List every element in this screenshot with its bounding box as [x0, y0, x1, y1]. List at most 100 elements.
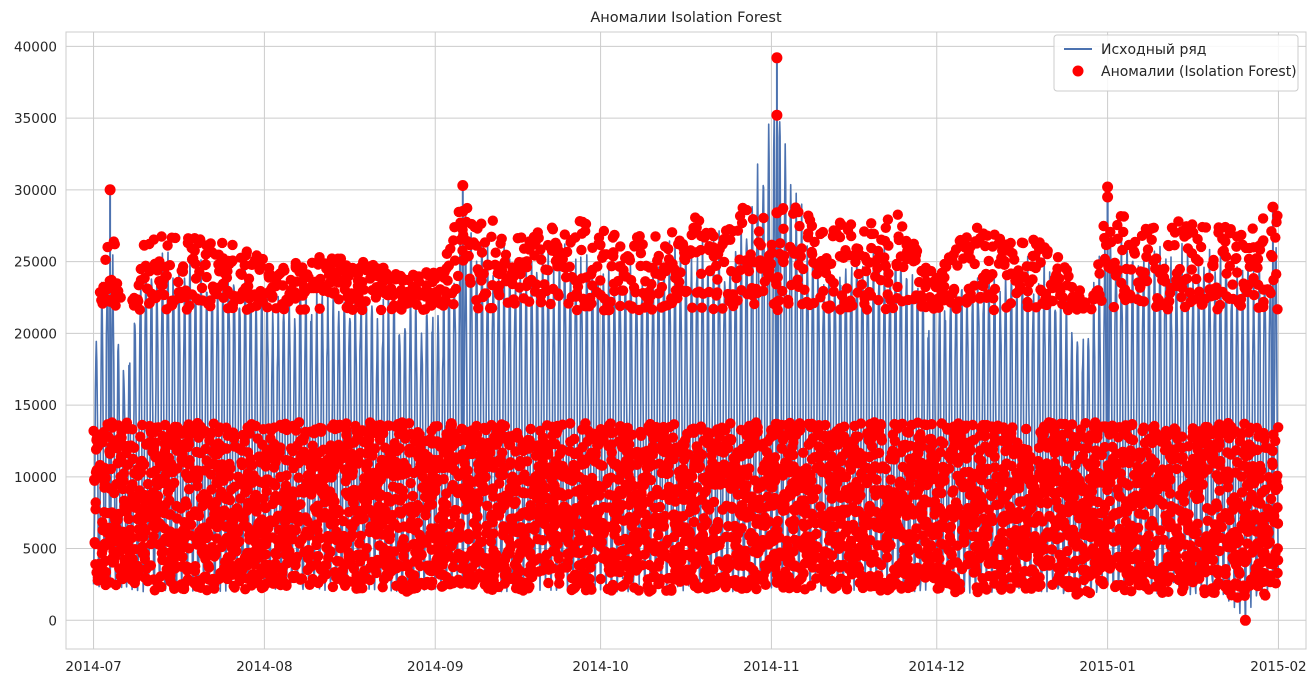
anomaly-point	[328, 492, 338, 502]
anomaly-point	[976, 492, 986, 502]
anomaly-point	[779, 499, 789, 509]
anomaly-point	[504, 460, 514, 470]
anomaly-point	[756, 240, 766, 250]
anomaly-point	[194, 511, 204, 521]
anomaly-point	[608, 583, 618, 593]
anomaly-point	[192, 481, 202, 491]
anomaly-point	[818, 227, 828, 237]
anomaly-point	[745, 562, 755, 572]
anomaly-point	[376, 305, 386, 315]
anomaly-point	[262, 302, 272, 312]
anomaly-point	[883, 240, 893, 250]
anomaly-point	[987, 269, 997, 279]
anomaly-point	[794, 426, 804, 436]
anomaly-point	[499, 561, 509, 571]
anomaly-point	[1026, 503, 1036, 513]
anomaly-point	[871, 475, 881, 485]
anomaly-point	[300, 304, 310, 314]
anomaly-point	[625, 475, 635, 485]
anomaly-point	[888, 303, 898, 313]
anomaly-point	[695, 461, 705, 471]
anomaly-point	[565, 262, 575, 272]
anomaly-point	[775, 238, 785, 248]
anomaly-point	[1014, 483, 1024, 493]
anomaly-point	[493, 287, 503, 297]
anomaly-point	[109, 236, 119, 246]
anomaly-point	[477, 247, 487, 257]
anomaly-point	[116, 433, 126, 443]
anomaly-point	[482, 501, 492, 511]
anomaly-point	[130, 578, 140, 588]
anomaly-point	[897, 221, 907, 231]
anomaly-point	[970, 259, 980, 269]
anomaly-point	[773, 516, 783, 526]
anomaly-point	[341, 418, 351, 428]
anomaly-point	[618, 285, 628, 295]
anomaly-point	[242, 246, 252, 256]
anomaly-point	[839, 422, 849, 432]
anomaly-point	[139, 459, 149, 469]
anomaly-point	[511, 497, 521, 507]
anomaly-point	[788, 504, 798, 514]
anomaly-point	[437, 511, 447, 521]
anomaly-point	[948, 485, 958, 495]
anomaly-point	[595, 275, 605, 285]
anomaly-point	[127, 424, 137, 434]
anomaly-point	[190, 566, 200, 576]
anomaly-point	[430, 486, 440, 496]
anomaly-point	[774, 295, 784, 305]
anomaly-point	[885, 540, 895, 550]
anomaly-point	[879, 252, 889, 262]
anomaly-point	[751, 417, 761, 427]
anomaly-point	[742, 205, 752, 215]
anomaly-point	[857, 279, 867, 289]
anomaly-point	[261, 549, 271, 559]
anomaly-point	[156, 231, 166, 241]
anomaly-point	[565, 418, 575, 428]
anomaly-point	[100, 255, 110, 265]
anomaly-point	[524, 297, 534, 307]
anomaly-point	[129, 443, 139, 453]
anomaly-point	[569, 434, 579, 444]
anomaly-point	[540, 264, 550, 274]
anomaly-point	[1009, 254, 1019, 264]
anomaly-point	[702, 517, 712, 527]
anomaly-point	[361, 296, 371, 306]
anomaly-point	[988, 444, 998, 454]
anomaly-point	[135, 305, 145, 315]
anomaly-point	[553, 288, 563, 298]
anomaly-point	[522, 262, 532, 272]
anomaly-point	[1027, 274, 1037, 284]
chart-title: Аномалии Isolation Forest	[590, 10, 782, 26]
anomaly-point	[784, 572, 794, 582]
anomaly-point	[984, 256, 994, 266]
anomaly-point	[316, 427, 326, 437]
anomaly-point	[982, 531, 992, 541]
anomaly-point	[818, 286, 828, 296]
anomaly-point	[846, 219, 856, 229]
anomaly-point	[206, 238, 216, 248]
anomaly-point	[877, 435, 887, 445]
anomaly-point	[856, 418, 866, 428]
anomaly-point	[281, 581, 291, 591]
anomaly-point	[861, 266, 871, 276]
anomaly-point	[177, 583, 187, 593]
anomaly-point	[201, 259, 211, 269]
anomaly-point	[654, 251, 664, 261]
anomaly-point	[835, 232, 845, 242]
anomaly-point	[866, 218, 876, 228]
anomaly-point	[1007, 422, 1017, 432]
anomaly-point	[1049, 458, 1059, 468]
anomaly-point	[862, 256, 872, 266]
anomaly-point	[564, 474, 574, 484]
anomaly-point	[505, 544, 515, 554]
anomaly-point	[708, 231, 718, 241]
anomaly-point	[807, 221, 817, 231]
anomaly-point	[275, 442, 285, 452]
anomaly-point	[732, 295, 742, 305]
anomaly-point	[498, 470, 508, 480]
anomaly-point	[500, 421, 510, 431]
anomaly-point	[1000, 563, 1010, 573]
anomaly-point	[315, 304, 325, 314]
anomaly-point	[697, 450, 707, 460]
